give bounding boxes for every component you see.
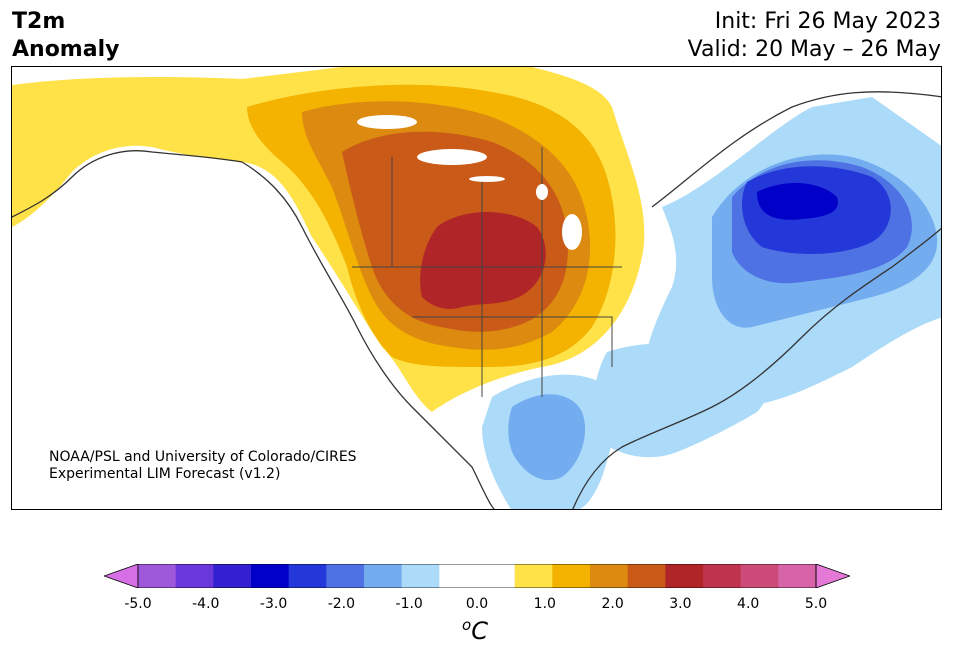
- colorbar-cell: [740, 564, 779, 588]
- colorbar-cell: [138, 564, 177, 588]
- colorbar-tick-label: 4.0: [737, 596, 760, 612]
- forecast-info: Init: Fri 26 May 2023 Valid: 20 May – 26…: [688, 8, 941, 64]
- colorbar-cell: [778, 564, 817, 588]
- colorbar-cell: [326, 564, 365, 588]
- colorbar-cell: [439, 564, 478, 588]
- colorbar-cap-right: [815, 564, 850, 588]
- colorbar-tick-label: -3.0: [259, 596, 288, 612]
- anomaly-map: [11, 66, 942, 510]
- colorbar-cell: [251, 564, 290, 588]
- colorbar-cell: [364, 564, 403, 588]
- credit-text: NOAA/PSL and University of Colorado/CIRE…: [49, 449, 357, 483]
- colorbar-tick-label: 3.0: [669, 596, 692, 612]
- colorbar-cell: [401, 564, 440, 588]
- init-date: Init: Fri 26 May 2023: [714, 9, 941, 34]
- colorbar-cell: [477, 564, 516, 588]
- unit-degree: o: [462, 616, 472, 634]
- unit-letter: C: [471, 617, 488, 645]
- colorbar-tick-label: -1.0: [395, 596, 423, 612]
- warm-anomaly-region-5: [420, 212, 546, 309]
- credit-line-1: NOAA/PSL and University of Colorado/CIRE…: [49, 449, 357, 465]
- colorbar-cell: [627, 564, 666, 588]
- colorbar-cell: [703, 564, 742, 588]
- colorbar-tick-label: -4.0: [192, 596, 220, 612]
- title-line-2: Anomaly: [12, 37, 120, 62]
- map-title: T2m Anomaly: [12, 8, 119, 64]
- colorbar-ticks: -5.0 -4.0 -3.0 -2.0 -1.0 0.0 1.0 2.0 3.0 4.0 5.0: [0, 596, 953, 616]
- colorbar-tick-label: 0.0: [465, 596, 489, 612]
- colorbar-cell: [288, 564, 327, 588]
- cool-anomaly-southeast: [592, 342, 768, 458]
- credit-line-2: Experimental LIM Forecast (v1.2): [49, 466, 281, 482]
- colorbar-unit: oC: [462, 616, 488, 645]
- colorbar: [104, 564, 850, 588]
- title-line-1: T2m: [12, 9, 66, 34]
- valid-range: Valid: 20 May – 26 May: [687, 37, 941, 62]
- colorbar-cell: [213, 564, 252, 588]
- colorbar-tick-label: 5.0: [804, 596, 828, 612]
- colorbar-cell: [552, 564, 591, 588]
- colorbar-tick-label: -5.0: [124, 596, 152, 612]
- colorbar-tick-label: -2.0: [327, 596, 356, 612]
- colorbar-cap-left: [104, 564, 139, 588]
- colorbar-tick-label: 1.0: [533, 596, 556, 612]
- coastlines: [12, 91, 941, 509]
- lakes: [357, 115, 582, 250]
- cool-anomaly-east-5: [757, 182, 838, 220]
- colorbar-cell: [514, 564, 553, 588]
- borders: [352, 147, 622, 397]
- anomaly-map-svg: [12, 67, 941, 509]
- colorbar-cell: [590, 564, 629, 588]
- colorbar-outline: [137, 564, 817, 588]
- cool-anomaly-southwest-2: [508, 394, 586, 481]
- colorbar-tick-label: 2.0: [601, 596, 624, 612]
- colorbar-cell: [175, 564, 214, 588]
- colorbar-cell: [665, 564, 704, 588]
- colorbar-cells: [104, 564, 850, 588]
